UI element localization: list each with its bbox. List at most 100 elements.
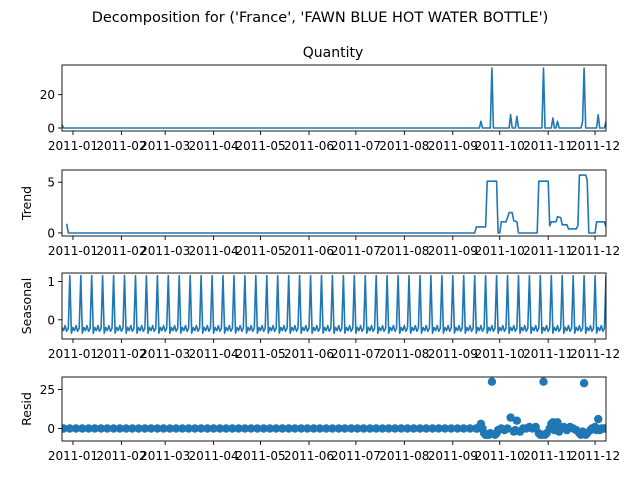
resid-point bbox=[128, 424, 137, 433]
resid-point bbox=[178, 424, 187, 433]
y-tick-label: 20 bbox=[40, 88, 55, 102]
seasonal-ylabel: Seasonal bbox=[19, 278, 34, 335]
x-tick-label: 2011-03 bbox=[140, 244, 190, 258]
figure-title: Decomposition for ('France', 'FAWN BLUE … bbox=[92, 10, 549, 26]
trend-ylabel: Trend bbox=[19, 186, 34, 221]
resid-point bbox=[221, 424, 231, 433]
resid-point bbox=[512, 416, 522, 425]
resid-point bbox=[240, 424, 250, 433]
panel-seasonal: 012011-012011-022011-032011-042011-05201… bbox=[19, 272, 620, 361]
y-tick-label: 1 bbox=[47, 275, 55, 289]
resid-point bbox=[140, 424, 150, 433]
x-tick-label: 2011-08 bbox=[379, 244, 429, 258]
x-tick-label: 2011-09 bbox=[428, 139, 478, 153]
x-tick-label: 2011-08 bbox=[379, 139, 429, 153]
resid-point bbox=[103, 424, 112, 433]
panel-title-quantity: Quantity bbox=[303, 45, 364, 61]
resid-point bbox=[384, 424, 393, 433]
x-tick-label: 2011-10 bbox=[475, 244, 525, 258]
resid-point bbox=[309, 424, 318, 433]
x-tick-label: 2011-05 bbox=[235, 347, 285, 361]
resid-point bbox=[340, 424, 350, 433]
resid-point bbox=[601, 424, 606, 433]
x-tick-label: 2011-09 bbox=[428, 347, 478, 361]
resid-point bbox=[453, 424, 462, 433]
resid-point bbox=[428, 424, 437, 433]
resid-axes-frame bbox=[61, 376, 607, 442]
x-tick-label: 2011-09 bbox=[428, 449, 478, 463]
resid-point bbox=[165, 424, 175, 433]
seasonal-series-line bbox=[62, 274, 606, 334]
resid-point bbox=[203, 424, 212, 433]
resid-point bbox=[322, 424, 331, 433]
y-tick-label: 0 bbox=[47, 122, 55, 136]
resid-point bbox=[78, 424, 87, 433]
resid-point bbox=[459, 424, 468, 433]
resid-point bbox=[234, 424, 243, 433]
y-tick-label: 0 bbox=[47, 313, 55, 327]
x-tick-label: 2011-08 bbox=[379, 449, 429, 463]
resid-point bbox=[196, 424, 206, 433]
x-tick-label: 2011-02 bbox=[96, 139, 146, 153]
resid-point bbox=[259, 424, 268, 433]
x-tick-label: 2011-02 bbox=[96, 449, 146, 463]
x-tick-label: 2011-12 bbox=[570, 139, 620, 153]
resid-point bbox=[109, 424, 118, 433]
x-tick-label: 2011-02 bbox=[96, 347, 146, 361]
trend-series-line bbox=[65, 174, 606, 234]
resid-point bbox=[272, 424, 281, 433]
resid-point bbox=[422, 424, 431, 433]
resid-point bbox=[159, 424, 168, 433]
resid-point bbox=[390, 424, 400, 433]
x-tick-label: 2011-03 bbox=[140, 449, 190, 463]
quantity-data bbox=[62, 67, 606, 129]
resid-point bbox=[146, 424, 156, 433]
x-tick-label: 2011-12 bbox=[570, 347, 620, 361]
x-tick-label: 2011-04 bbox=[189, 347, 239, 361]
resid-point bbox=[372, 424, 381, 433]
panel-resid: 0252011-012011-022011-032011-042011-0520… bbox=[19, 376, 620, 463]
resid-point bbox=[303, 424, 312, 433]
x-tick-label: 2011-05 bbox=[235, 244, 285, 258]
resid-point bbox=[359, 424, 368, 433]
x-tick-label: 2011-09 bbox=[428, 244, 478, 258]
resid-point bbox=[594, 414, 603, 424]
x-tick-label: 2011-06 bbox=[284, 347, 334, 361]
resid-point bbox=[440, 424, 450, 433]
resid-point bbox=[278, 424, 287, 433]
resid-point bbox=[579, 379, 589, 388]
x-tick-label: 2011-10 bbox=[475, 139, 525, 153]
y-tick-label: 5 bbox=[47, 176, 55, 190]
x-tick-label: 2011-04 bbox=[189, 449, 239, 463]
resid-point bbox=[96, 424, 106, 433]
resid-point bbox=[415, 424, 425, 433]
resid-point bbox=[553, 418, 562, 427]
resid-point bbox=[531, 422, 540, 432]
resid-point bbox=[115, 424, 125, 433]
panel-quantity: 0202011-012011-022011-032011-042011-0520… bbox=[40, 64, 620, 153]
x-tick-label: 2011-11 bbox=[523, 347, 573, 361]
x-tick-label: 2011-01 bbox=[48, 244, 98, 258]
resid-point bbox=[506, 413, 515, 422]
resid-point bbox=[65, 424, 75, 433]
x-tick-label: 2011-08 bbox=[379, 347, 429, 361]
x-tick-label: 2011-12 bbox=[570, 449, 620, 463]
x-tick-label: 2011-01 bbox=[48, 449, 98, 463]
x-tick-label: 2011-10 bbox=[475, 347, 525, 361]
panel-trend: 052011-012011-022011-032011-042011-05201… bbox=[19, 169, 620, 258]
y-tick-label: 0 bbox=[47, 422, 55, 436]
resid-point bbox=[246, 424, 256, 433]
y-tick-label: 0 bbox=[47, 226, 55, 240]
resid-point bbox=[539, 377, 548, 386]
resid-point bbox=[297, 424, 306, 433]
x-tick-label: 2011-04 bbox=[189, 244, 239, 258]
resid-data bbox=[62, 377, 606, 439]
resid-point bbox=[409, 424, 418, 433]
resid-point bbox=[365, 424, 375, 433]
resid-point bbox=[290, 424, 300, 433]
resid-point bbox=[171, 424, 181, 433]
x-tick-label: 2011-11 bbox=[523, 449, 573, 463]
y-tick-label: 25 bbox=[40, 383, 55, 397]
x-tick-label: 2011-06 bbox=[284, 244, 334, 258]
